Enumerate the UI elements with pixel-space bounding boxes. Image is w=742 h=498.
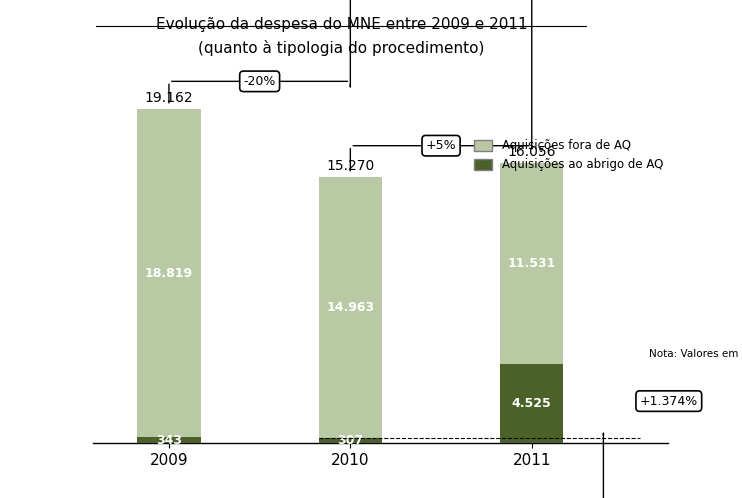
Text: 307: 307 [338,434,364,447]
Text: 11.531: 11.531 [508,257,556,270]
Title: Evolução da despesa do MNE entre 2009 e 2011
(quanto à tipologia do procedimento: Evolução da despesa do MNE entre 2009 e … [0,497,1,498]
Text: 18.819: 18.819 [145,267,193,280]
Bar [318,177,382,438]
Text: 16.056: 16.056 [508,145,556,159]
Text: +5%: +5% [426,139,456,152]
Text: Evolução da despesa do MNE entre 2009 e 2011: Evolução da despesa do MNE entre 2009 e … [156,17,527,32]
Text: +1.374%: +1.374% [640,394,698,407]
Legend: Aquisições fora de AQ, Aquisições ao abrigo de AQ: Aquisições fora de AQ, Aquisições ao abr… [470,134,668,176]
Bar [318,438,382,443]
Bar [137,437,200,443]
Text: 14.963: 14.963 [326,301,375,314]
Bar [137,109,200,437]
Bar [500,365,563,443]
Bar [500,163,563,365]
Text: 15.270: 15.270 [326,159,375,173]
Text: (quanto à tipologia do procedimento): (quanto à tipologia do procedimento) [198,40,485,56]
Text: Nota: Valores em milhares de euros: Nota: Valores em milhares de euros [649,349,742,359]
Text: -20%: -20% [243,75,276,88]
Text: 19.162: 19.162 [145,91,193,105]
Text: 4.525: 4.525 [512,397,551,410]
Text: 343: 343 [156,434,182,447]
